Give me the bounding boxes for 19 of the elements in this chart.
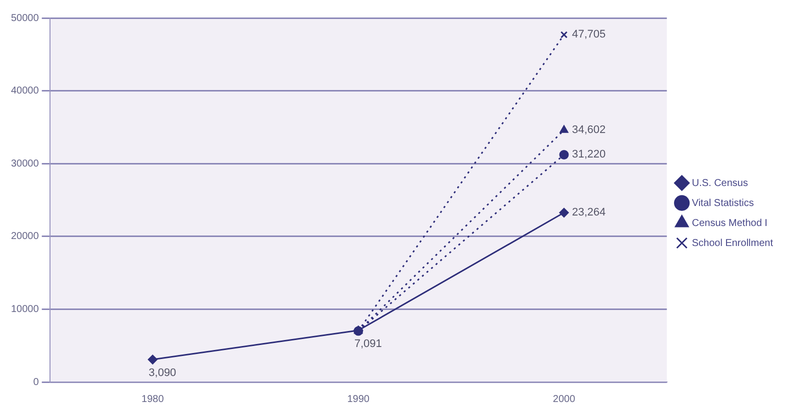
data-label: 23,264 (572, 206, 606, 219)
legend-label: School Enrollment (692, 238, 774, 249)
y-tick-label: 30000 (10, 158, 40, 170)
y-tick-label: 20000 (10, 231, 40, 242)
legend-label: Census Method I (692, 218, 768, 229)
data-label: 3,090 (148, 367, 176, 380)
y-tick-label: 0 (33, 376, 40, 388)
data-label: 47,705 (572, 28, 606, 41)
x-tick-label: 2000 (552, 394, 576, 405)
data-label: 34,602 (572, 124, 606, 136)
data-label: 31,220 (572, 148, 606, 161)
data-label: 7,091 (354, 338, 382, 350)
legend-label: U.S. Census (692, 178, 748, 189)
legend-label: Vital Statistics (692, 198, 754, 209)
y-tick-label: 40000 (10, 86, 40, 97)
y-tick-label: 50000 (10, 12, 40, 24)
x-tick-label: 1980 (142, 394, 164, 405)
y-tick-label: 10000 (10, 304, 40, 315)
x-tick-label: 1990 (347, 394, 370, 405)
